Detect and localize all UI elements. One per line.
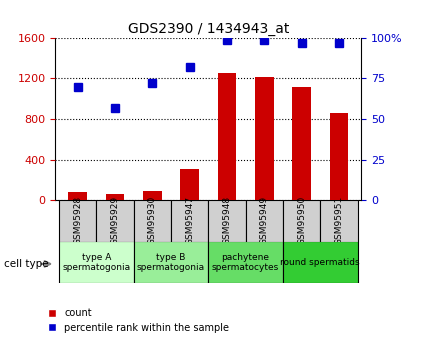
FancyBboxPatch shape	[283, 241, 357, 283]
FancyBboxPatch shape	[283, 200, 320, 242]
FancyBboxPatch shape	[133, 200, 171, 242]
Bar	[68, 192, 87, 200]
Bar	[255, 78, 274, 200]
FancyBboxPatch shape	[96, 200, 133, 242]
Bar	[329, 113, 348, 200]
Text: type A
spermatogonia: type A spermatogonia	[62, 253, 130, 272]
Text: GSM95928: GSM95928	[73, 196, 82, 245]
Bar	[180, 169, 199, 200]
Legend: count, percentile rank within the sample: count, percentile rank within the sample	[43, 304, 233, 337]
Bar	[292, 87, 311, 200]
Text: cell type: cell type	[4, 259, 49, 269]
Text: type B
spermatogonia: type B spermatogonia	[137, 253, 205, 272]
Text: GSM95930: GSM95930	[148, 196, 157, 245]
Bar	[106, 194, 124, 200]
FancyBboxPatch shape	[246, 200, 283, 242]
Title: GDS2390 / 1434943_at: GDS2390 / 1434943_at	[128, 21, 289, 36]
Text: round spermatids: round spermatids	[280, 258, 360, 267]
FancyBboxPatch shape	[133, 241, 208, 283]
FancyBboxPatch shape	[320, 200, 357, 242]
Bar	[218, 73, 236, 200]
Text: GSM95949: GSM95949	[260, 196, 269, 245]
FancyBboxPatch shape	[171, 200, 208, 242]
FancyBboxPatch shape	[59, 200, 96, 242]
Text: GSM95951: GSM95951	[334, 196, 343, 245]
FancyBboxPatch shape	[59, 241, 133, 283]
Text: GSM95950: GSM95950	[297, 196, 306, 245]
FancyBboxPatch shape	[208, 241, 283, 283]
Text: GSM95929: GSM95929	[110, 196, 119, 245]
FancyBboxPatch shape	[208, 200, 246, 242]
Bar	[143, 191, 162, 200]
Text: pachytene
spermatocytes: pachytene spermatocytes	[212, 253, 279, 272]
Text: GSM95948: GSM95948	[222, 196, 231, 245]
Text: GSM95947: GSM95947	[185, 196, 194, 245]
